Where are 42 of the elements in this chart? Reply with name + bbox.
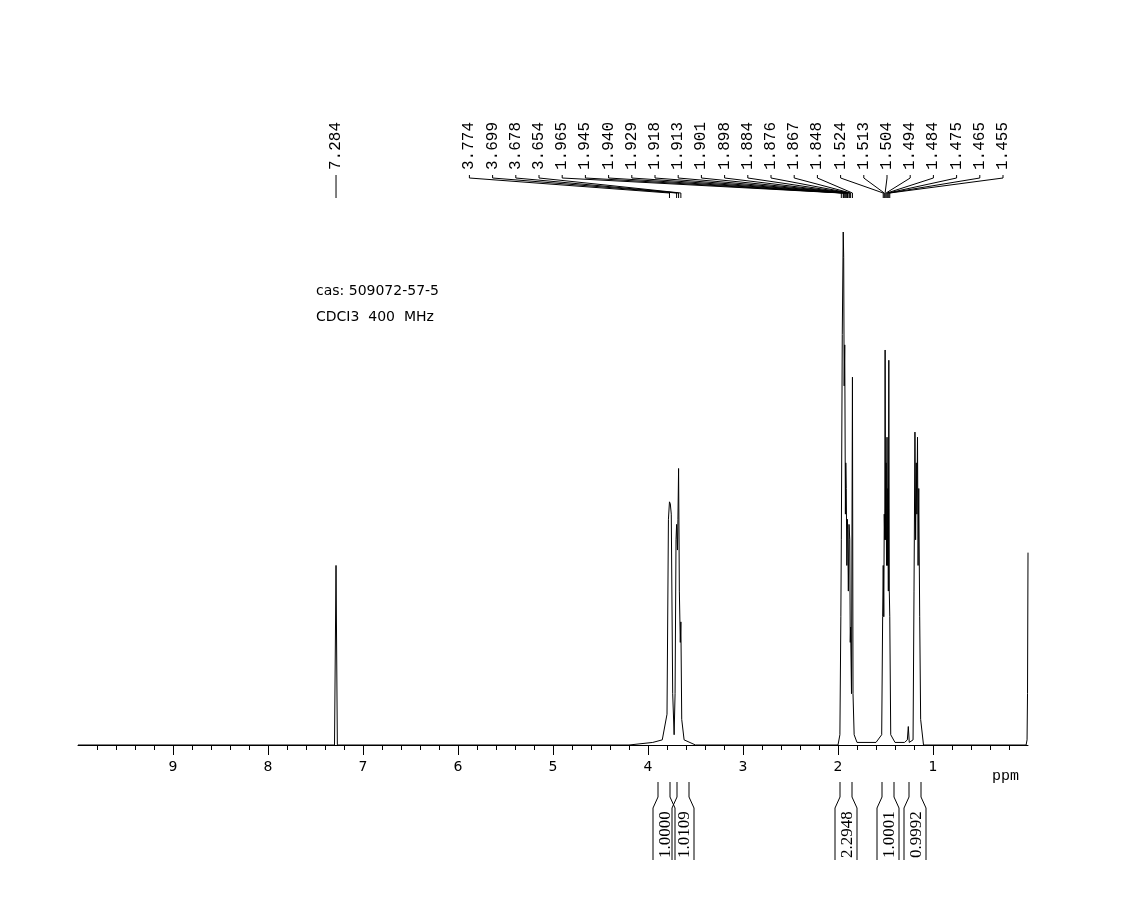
x-tick-label: 7: [358, 758, 368, 774]
annotation: 1.884: [738, 121, 757, 170]
annotation: 1.513: [854, 121, 873, 170]
text: 2.2948: [836, 811, 856, 858]
x-tick-label: 1: [928, 758, 938, 774]
annotation: 1.484: [924, 121, 943, 170]
annotation: 1.867: [785, 121, 804, 170]
text: 1.0000: [654, 811, 674, 858]
x-tick-label: 3: [738, 758, 748, 774]
annotation: 3.678: [506, 121, 525, 170]
text: 0.9992: [905, 811, 925, 858]
annotation: 1.918: [646, 121, 664, 170]
annotation: CDCI3 400 MHz: [316, 308, 434, 324]
annotation: 1.940: [599, 121, 618, 170]
annotation: 3.654: [530, 121, 548, 170]
x-tick-label: 8: [263, 758, 273, 774]
annotation: 3.699: [483, 121, 502, 170]
annotation: 1.524: [831, 121, 850, 170]
annotation: 1.848: [808, 121, 827, 170]
x-tick-label: 5: [548, 758, 558, 774]
annotation: 1.965: [553, 121, 572, 170]
annotation: 1.504: [878, 121, 896, 170]
annotation: 1.898: [715, 121, 734, 170]
annotation: 1.901: [692, 121, 711, 170]
x-tick-label: 6: [453, 758, 463, 774]
annotation: 3.774: [460, 121, 479, 170]
annotation: cas: 509072-57-5: [316, 282, 440, 298]
x-tick-label: 2: [833, 758, 843, 774]
x-axis-title: ppm: [992, 768, 1020, 785]
annotation: 1.475: [947, 121, 966, 170]
annotation: 1.465: [970, 121, 989, 170]
annotation: 1.455: [994, 121, 1012, 170]
annotation: 1.913: [669, 121, 688, 170]
annotation: 1.876: [762, 121, 780, 170]
text: 1.0001: [878, 811, 898, 858]
annotation: 1.945: [576, 121, 595, 170]
x-tick-label: 9: [168, 758, 178, 774]
annotation: 1.494: [901, 121, 920, 170]
text: 1.0109: [673, 811, 693, 858]
annotation: 1.929: [622, 121, 641, 170]
annotation: 7.284: [327, 121, 346, 170]
x-tick-label: 4: [643, 758, 653, 774]
